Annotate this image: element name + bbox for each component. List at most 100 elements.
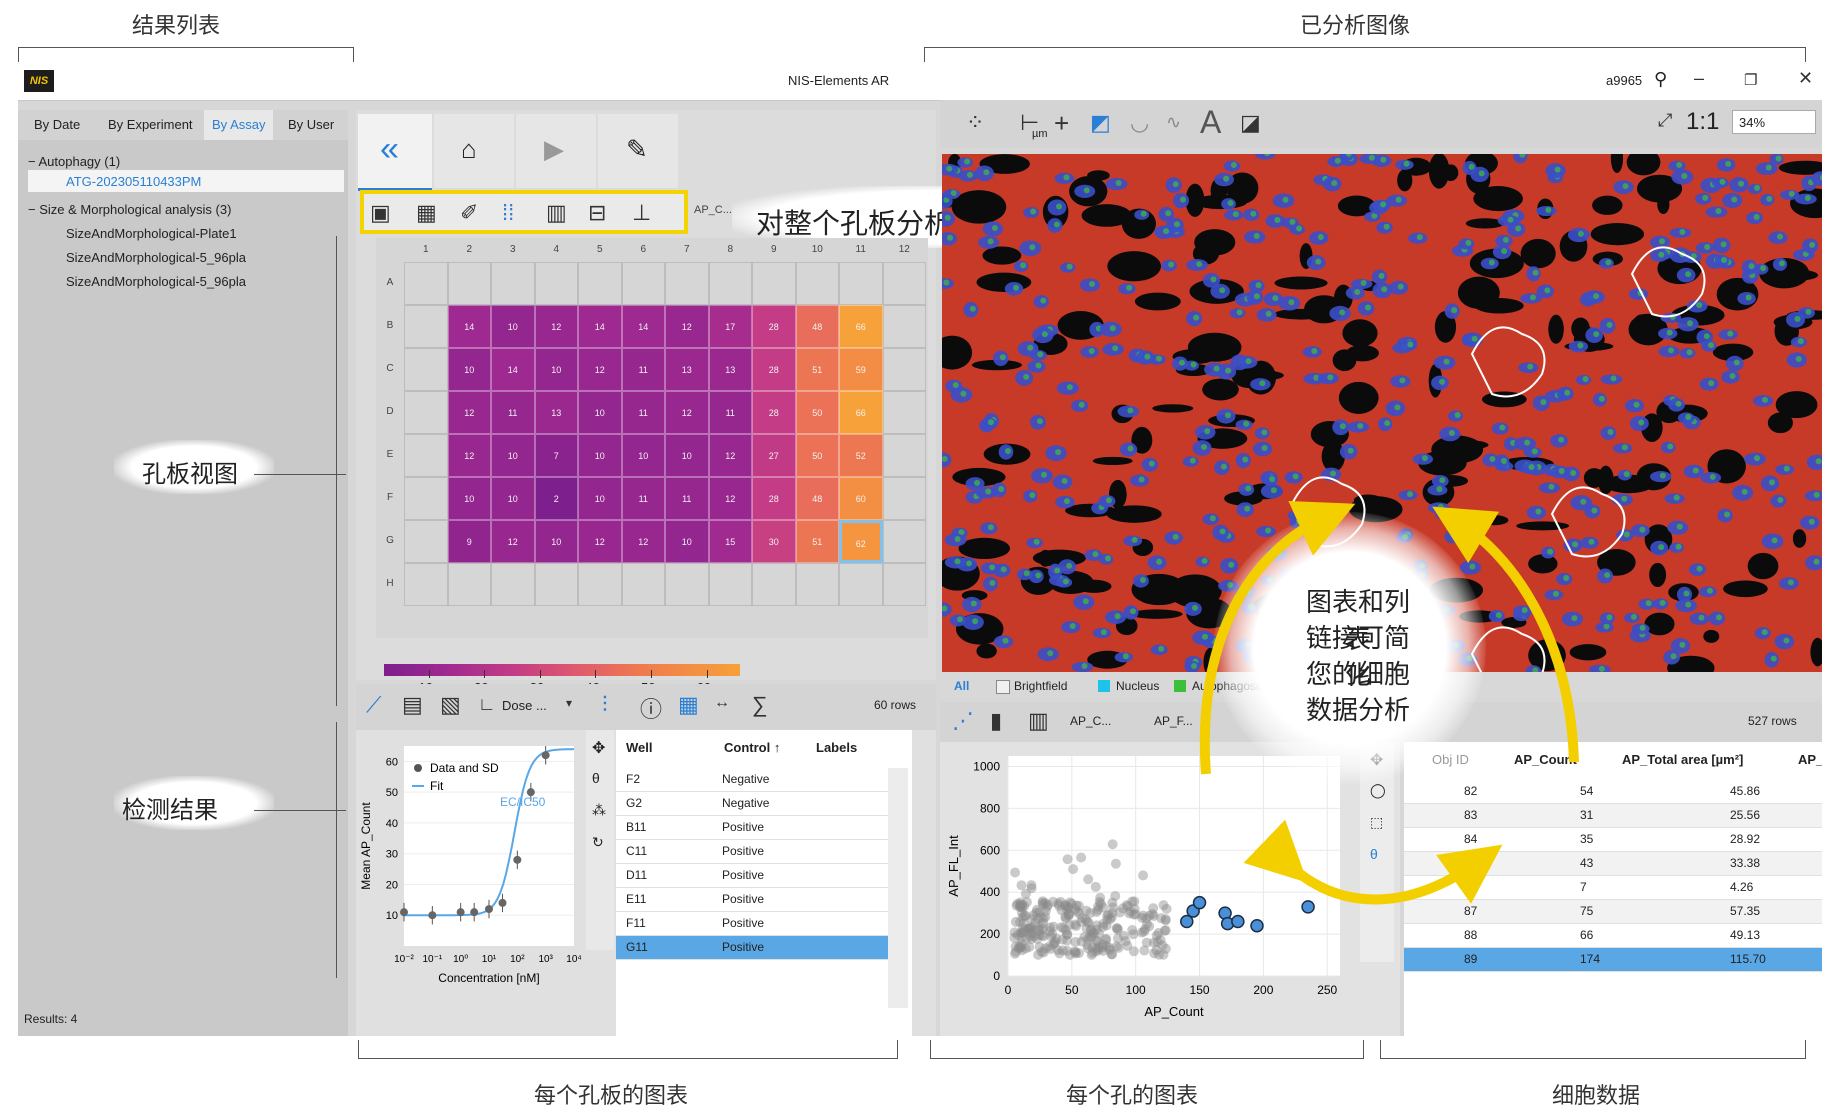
scatter-point[interactable] bbox=[1157, 940, 1168, 951]
scatter-point[interactable] bbox=[1033, 921, 1044, 932]
plate-well[interactable]: 10 bbox=[665, 434, 709, 477]
scatter-point[interactable] bbox=[1097, 942, 1108, 953]
plate-well[interactable] bbox=[665, 563, 709, 606]
scatter-point-highlighted[interactable] bbox=[1231, 914, 1245, 929]
scatter-point[interactable] bbox=[1088, 928, 1099, 939]
scatter-point[interactable] bbox=[1038, 923, 1049, 934]
scatter-point[interactable] bbox=[1111, 941, 1122, 952]
scatter-point[interactable] bbox=[1095, 898, 1106, 909]
scatter-point[interactable] bbox=[1026, 914, 1037, 925]
scatter-point[interactable] bbox=[1138, 910, 1149, 921]
scatter-point[interactable] bbox=[1106, 949, 1117, 960]
data-point[interactable] bbox=[526, 788, 535, 797]
scatter-point[interactable] bbox=[1025, 931, 1036, 942]
scatter-point[interactable] bbox=[1108, 902, 1119, 913]
scatter-point[interactable] bbox=[1091, 920, 1102, 931]
scatter-point[interactable] bbox=[1063, 909, 1074, 920]
plate-well[interactable]: 59 bbox=[839, 348, 883, 391]
scatter-point[interactable] bbox=[1158, 900, 1169, 911]
plate-well[interactable]: 10 bbox=[665, 520, 709, 563]
scatter-point[interactable] bbox=[1021, 897, 1032, 908]
plate-well[interactable]: 10 bbox=[534, 520, 578, 563]
chevron-down-icon[interactable]: ▾ bbox=[566, 696, 573, 710]
minimize-button[interactable]: – bbox=[1694, 68, 1705, 88]
plate-well[interactable]: 10 bbox=[578, 477, 622, 520]
plate-well[interactable] bbox=[447, 262, 491, 305]
obscured-dropdown-label[interactable]: AP_C... bbox=[694, 204, 732, 216]
plate-row-header[interactable]: H bbox=[386, 578, 394, 589]
scatter-point[interactable] bbox=[1040, 943, 1051, 954]
data-point[interactable] bbox=[541, 751, 550, 760]
scatter-point[interactable] bbox=[1092, 936, 1103, 947]
scatter-point[interactable] bbox=[1014, 902, 1025, 913]
scatter-point[interactable] bbox=[1110, 890, 1121, 901]
scatter-point[interactable] bbox=[1032, 933, 1043, 944]
scatter-point[interactable] bbox=[1130, 909, 1141, 920]
scatter-point[interactable] bbox=[1103, 909, 1114, 920]
tree-item-atg[interactable]: ATG-202305110433PM bbox=[66, 174, 202, 189]
data-point[interactable] bbox=[400, 908, 408, 917]
plate-column-header[interactable]: 8 bbox=[727, 244, 734, 255]
plate-row-header[interactable]: G bbox=[386, 535, 394, 546]
scatter-point[interactable] bbox=[1113, 942, 1124, 953]
plate-well[interactable] bbox=[404, 563, 448, 606]
scatter-point[interactable] bbox=[1070, 936, 1081, 947]
scatter-point[interactable] bbox=[1048, 939, 1059, 950]
scatter-point[interactable] bbox=[1038, 913, 1049, 924]
plate-row-header[interactable]: A bbox=[386, 277, 394, 288]
scatter-point[interactable] bbox=[1021, 933, 1032, 944]
scatter-point[interactable] bbox=[1019, 925, 1030, 936]
scatter-point[interactable] bbox=[1064, 919, 1075, 930]
scatter-point[interactable] bbox=[1086, 932, 1097, 943]
scatter-point[interactable] bbox=[1031, 907, 1042, 918]
scatter-point[interactable] bbox=[1014, 917, 1025, 928]
scatter-point[interactable] bbox=[1057, 945, 1068, 956]
tab-by-assay[interactable]: By Assay bbox=[204, 110, 274, 140]
scatter-point[interactable] bbox=[1026, 922, 1037, 933]
plate-well[interactable] bbox=[795, 262, 839, 305]
user-name[interactable]: a9965 bbox=[1606, 73, 1643, 88]
scatter-point[interactable] bbox=[1122, 940, 1133, 951]
scatter-point[interactable] bbox=[1141, 937, 1152, 948]
scatter-point[interactable] bbox=[1087, 942, 1098, 953]
scatter-point[interactable] bbox=[1011, 900, 1022, 911]
plate-well[interactable]: 10 bbox=[447, 348, 491, 391]
scatter-point[interactable] bbox=[1086, 924, 1097, 935]
scatter-point[interactable] bbox=[1048, 921, 1059, 932]
scatter-point[interactable] bbox=[1016, 880, 1027, 891]
scatter-point[interactable] bbox=[1141, 919, 1152, 930]
plate-column-header[interactable]: 2 bbox=[466, 244, 473, 255]
scatter-point[interactable] bbox=[1101, 940, 1112, 951]
plate-well[interactable]: 12 bbox=[621, 520, 665, 563]
plate-well[interactable]: 10 bbox=[534, 348, 578, 391]
col-header-well[interactable]: Well bbox=[626, 740, 653, 755]
data-point[interactable] bbox=[485, 905, 493, 914]
plate-well[interactable]: 51 bbox=[795, 520, 839, 563]
scatter-point[interactable] bbox=[1034, 941, 1045, 952]
scatter-point[interactable] bbox=[1129, 904, 1140, 915]
scatter-point[interactable] bbox=[1091, 907, 1102, 918]
plate-column-header[interactable]: 1 bbox=[422, 244, 429, 255]
tree-item-96pla-b[interactable]: SizeAndMorphological-5_96pla bbox=[66, 274, 246, 289]
plate-well[interactable]: 48 bbox=[795, 305, 839, 348]
table-row[interactable]: C11 Positive bbox=[616, 840, 888, 864]
scatter-point[interactable] bbox=[1160, 914, 1171, 925]
plate-well[interactable] bbox=[491, 262, 535, 305]
scatter-point-highlighted[interactable] bbox=[1250, 918, 1264, 933]
scatter-point[interactable] bbox=[1085, 926, 1096, 937]
scatter-point[interactable] bbox=[1035, 912, 1046, 923]
plate-well[interactable] bbox=[882, 434, 926, 477]
scatter-point[interactable] bbox=[1160, 915, 1171, 926]
data-point[interactable] bbox=[498, 898, 507, 907]
plate-well[interactable]: 12 bbox=[665, 391, 709, 434]
plate-well[interactable] bbox=[404, 262, 448, 305]
bar-chart-icon[interactable]: ▥ bbox=[1028, 708, 1049, 733]
scatter-point[interactable] bbox=[1129, 896, 1140, 907]
dose-dropdown[interactable]: Dose ... bbox=[502, 698, 547, 713]
scatter-point[interactable] bbox=[1055, 896, 1066, 907]
scatter-point[interactable] bbox=[1010, 916, 1021, 927]
scatter-point[interactable] bbox=[1104, 944, 1115, 955]
plate-well[interactable]: 12 bbox=[491, 520, 535, 563]
plate-row-header[interactable]: E bbox=[386, 449, 394, 460]
scatter-point[interactable] bbox=[1082, 943, 1093, 954]
